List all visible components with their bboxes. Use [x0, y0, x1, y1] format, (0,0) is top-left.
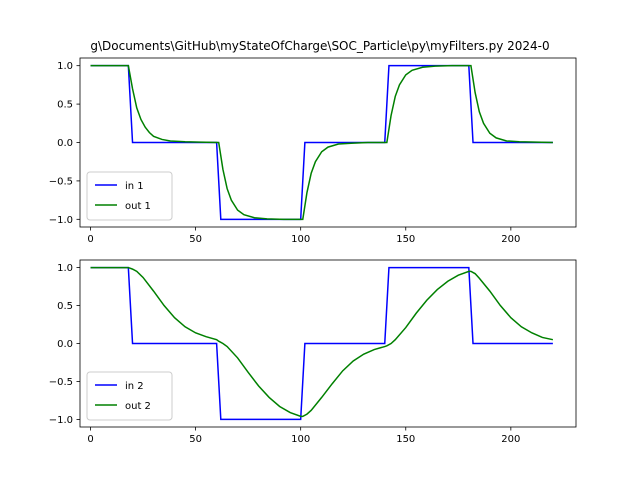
x-tick-label: 200 — [501, 234, 520, 245]
subplot-2: 0 50 100 150 200 −1.0 −0.5 0.0 0.5 1.0 in 2 out 2 — [49, 259, 577, 445]
y-tick-label: 1.0 — [57, 263, 73, 274]
x-tick-label: 50 — [189, 434, 202, 445]
x-tick-label: 100 — [291, 234, 310, 245]
legend: in 1 out 1 — [86, 171, 173, 221]
series-line-out-2 — [90, 266, 554, 418]
y-tick-label: −1.0 — [49, 415, 73, 426]
x-tick-label: 0 — [87, 234, 93, 245]
series-line-in-1 — [90, 64, 553, 221]
y-tick-label: 1.0 — [57, 61, 73, 72]
series-line-out-1 — [90, 64, 553, 221]
subplot-1: 0 50 100 150 200 −1.0 −0.5 0.0 0.5 1.0 in 1 out 1 — [49, 57, 577, 245]
chart-title: g\Documents\GitHub\myStateOfCharge\SOC_P… — [90, 39, 549, 53]
legend-label: in 1 — [125, 181, 144, 192]
y-tick-label: 0.5 — [57, 100, 73, 111]
x-tick-label: 200 — [501, 434, 520, 445]
y-tick-label: 0.0 — [57, 138, 73, 149]
legend-label: in 2 — [125, 381, 144, 392]
subplots: 0 50 100 150 200 −1.0 −0.5 0.0 0.5 1.0 in 1 out 1 0 5… — [49, 57, 577, 445]
x-tick-label: 0 — [87, 434, 93, 445]
legend: in 2 out 2 — [86, 371, 173, 421]
y-tick-label: −1.0 — [49, 215, 73, 226]
legend-box — [86, 371, 173, 421]
y-tick-label: −0.5 — [49, 176, 73, 187]
legend-label: out 2 — [125, 401, 151, 412]
x-tick-label: 150 — [396, 434, 415, 445]
y-tick-label: −0.5 — [49, 377, 73, 388]
legend-label: out 1 — [125, 201, 151, 212]
legend-box — [86, 171, 173, 221]
series-line-in-2 — [90, 266, 553, 421]
x-tick-label: 50 — [189, 234, 202, 245]
y-tick-label: 0.5 — [57, 301, 73, 312]
x-tick-label: 150 — [396, 234, 415, 245]
y-tick-label: 0.0 — [57, 339, 73, 350]
x-tick-label: 100 — [291, 434, 310, 445]
